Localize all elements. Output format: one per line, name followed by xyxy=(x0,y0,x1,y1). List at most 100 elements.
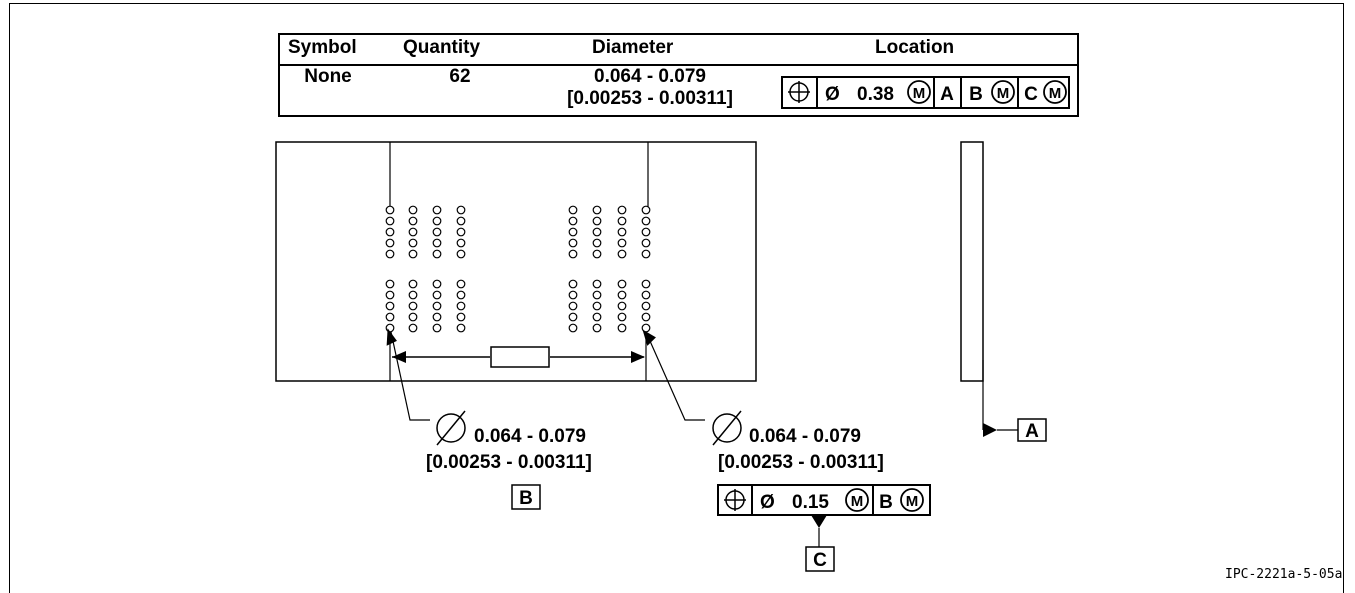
hole xyxy=(432,279,442,289)
hole xyxy=(456,238,466,248)
header-diameter: Diameter xyxy=(592,37,674,58)
side-view xyxy=(960,141,984,382)
hole xyxy=(432,290,442,300)
diameter-symbol-icon xyxy=(436,410,466,446)
datum-b-label: B xyxy=(519,488,533,509)
hole xyxy=(617,290,627,300)
fcf-datum-c: C xyxy=(1024,84,1038,105)
hole xyxy=(385,323,395,333)
hole xyxy=(408,205,418,215)
hole xyxy=(432,205,442,215)
hole xyxy=(385,227,395,237)
svg-text:M: M xyxy=(851,493,864,510)
hole xyxy=(617,279,627,289)
hole xyxy=(641,290,651,300)
hole xyxy=(592,279,602,289)
position-symbol-icon xyxy=(724,489,746,511)
hole xyxy=(385,238,395,248)
hole xyxy=(385,312,395,322)
cell-quantity: 62 xyxy=(449,66,471,87)
header-symbol: Symbol xyxy=(288,37,357,58)
left-callout-line2: [0.00253 - 0.00311] xyxy=(426,452,592,473)
hole xyxy=(592,323,602,333)
hole xyxy=(568,216,578,226)
hole xyxy=(456,290,466,300)
hole xyxy=(641,249,651,259)
hole xyxy=(641,205,651,215)
hole xyxy=(617,238,627,248)
hole xyxy=(617,205,627,215)
bottom-fcf xyxy=(717,484,931,516)
datum-a-box xyxy=(1017,418,1047,442)
position-symbol-icon xyxy=(788,81,810,103)
diameter-symbol-icon xyxy=(712,410,742,446)
hole xyxy=(408,279,418,289)
hole xyxy=(456,216,466,226)
cell-diameter-line2: [0.00253 - 0.00311] xyxy=(567,88,733,109)
hole xyxy=(456,301,466,311)
hole xyxy=(385,301,395,311)
hole xyxy=(617,227,627,237)
hole xyxy=(617,216,627,226)
hole xyxy=(568,279,578,289)
hole xyxy=(432,249,442,259)
mmc-modifier-icon: M xyxy=(845,488,869,512)
hole xyxy=(592,205,602,215)
header-location: Location xyxy=(875,37,955,58)
hole xyxy=(568,290,578,300)
left-callout-line1: 0.064 - 0.079 xyxy=(474,426,586,447)
hole xyxy=(568,249,578,259)
datum-a-label: A xyxy=(1025,421,1039,442)
fcf-datum-a: A xyxy=(940,84,954,105)
hole xyxy=(408,227,418,237)
mmc-modifier-icon: M xyxy=(900,488,924,512)
hole xyxy=(432,323,442,333)
hole xyxy=(432,312,442,322)
board-outline xyxy=(275,141,757,382)
header-quantity: Quantity xyxy=(403,37,481,58)
hole xyxy=(592,249,602,259)
hole xyxy=(617,249,627,259)
hole xyxy=(568,205,578,215)
hole xyxy=(617,312,627,322)
hole xyxy=(385,290,395,300)
hole xyxy=(617,323,627,333)
hole xyxy=(432,301,442,311)
hole xyxy=(592,290,602,300)
fcf-diameter-symbol: Ø xyxy=(825,84,840,105)
hole xyxy=(617,301,627,311)
svg-text:M: M xyxy=(1049,85,1062,102)
datum-c-label: C xyxy=(813,550,827,571)
cell-diameter-line1: 0.064 - 0.079 xyxy=(594,66,706,87)
hole xyxy=(456,249,466,259)
hole xyxy=(568,312,578,322)
hole xyxy=(641,227,651,237)
hole xyxy=(456,205,466,215)
hole xyxy=(408,301,418,311)
location-fcf: Ø 0.38 M A B M C M xyxy=(781,76,1070,109)
hole xyxy=(456,227,466,237)
hole xyxy=(456,323,466,333)
mmc-modifier-icon: M xyxy=(991,80,1015,104)
hole xyxy=(456,279,466,289)
hole xyxy=(456,312,466,322)
hole xyxy=(641,312,651,322)
hole xyxy=(432,216,442,226)
hole xyxy=(385,216,395,226)
hole xyxy=(432,227,442,237)
hole xyxy=(408,312,418,322)
datum-b-box xyxy=(511,484,541,510)
bottom-fcf-tolerance: 0.15 xyxy=(792,492,829,513)
hole xyxy=(408,216,418,226)
hole xyxy=(568,323,578,333)
hole xyxy=(432,238,442,248)
hole xyxy=(385,249,395,259)
figure-frame xyxy=(9,3,1344,593)
hole xyxy=(408,323,418,333)
hole xyxy=(568,227,578,237)
svg-text:M: M xyxy=(913,85,926,102)
hole xyxy=(592,312,602,322)
hole xyxy=(408,290,418,300)
